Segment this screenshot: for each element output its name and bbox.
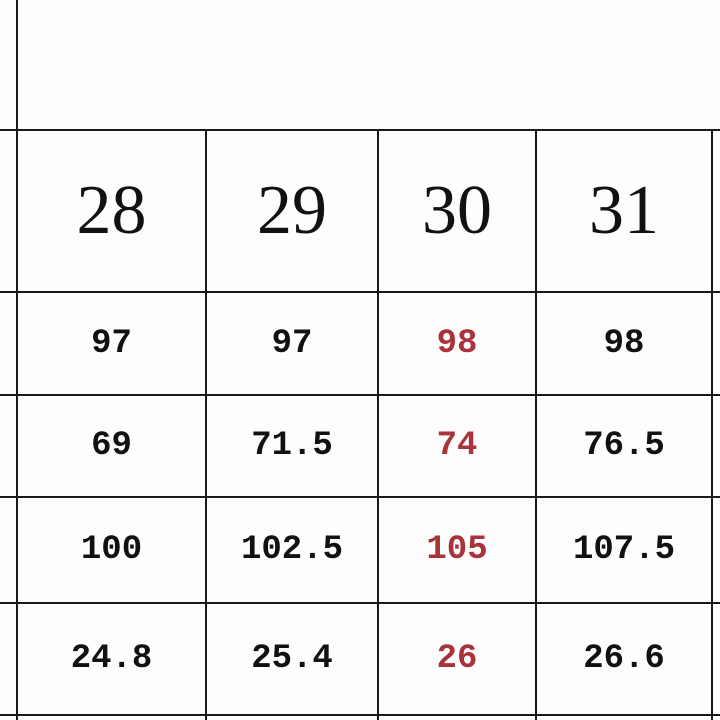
table-cell-highlighted: 105 — [426, 531, 488, 569]
table-cell-highlighted: 26 — [436, 640, 478, 678]
table-cell: 69 — [91, 427, 132, 465]
grid-line — [377, 130, 379, 720]
grid-line — [16, 130, 18, 720]
grid-line — [0, 394, 720, 396]
grid-line — [0, 714, 720, 716]
table-cell-highlighted: 74 — [436, 427, 478, 465]
grid-line — [0, 602, 720, 604]
table-cell: 102.5 — [240, 531, 344, 569]
table-cell: 26.6 — [583, 640, 665, 678]
size-header: 30 — [422, 172, 492, 249]
grid-line — [0, 129, 720, 131]
grid-line — [16, 0, 18, 130]
table-cell: 107.5 — [572, 531, 676, 569]
grid-line — [0, 496, 720, 498]
table-cell: 97 — [271, 324, 313, 363]
grid-line — [205, 130, 207, 720]
table-cell: 76.5 — [583, 427, 665, 465]
table-cell: 25.4 — [251, 640, 333, 678]
grid-line — [535, 130, 537, 720]
table-cell: 98 — [603, 324, 645, 363]
grid-line — [711, 130, 713, 720]
table-cell: 97 — [91, 324, 132, 363]
table-cell-highlighted: 98 — [436, 324, 478, 363]
size-header: 28 — [76, 172, 147, 249]
table-cell: 24.8 — [70, 640, 153, 678]
size-header: 29 — [257, 172, 327, 249]
grid-line — [0, 291, 720, 293]
table-cell: 100 — [80, 531, 143, 569]
table-cell: 71.5 — [251, 427, 333, 465]
size-header: 31 — [589, 172, 659, 249]
